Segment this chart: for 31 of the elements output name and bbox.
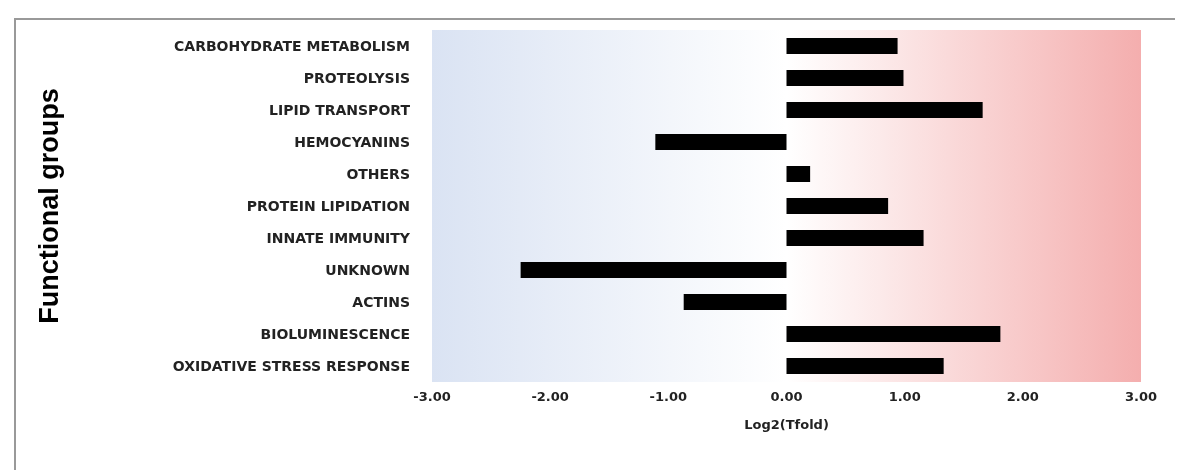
x-tick-label: 2.00 [1006, 389, 1039, 404]
y-tick-label: BIOLUMINESCENCE [260, 326, 410, 342]
x-tick-label: 3.00 [1124, 389, 1158, 404]
y-tick-label: LIPID TRANSPORT [269, 102, 411, 118]
bar [655, 134, 787, 150]
bar [786, 358, 944, 374]
bar [786, 166, 811, 182]
y-axis-title: Functional groups [33, 88, 64, 324]
x-tick-label: 1.00 [888, 389, 921, 404]
x-tick-label: -2.00 [531, 389, 569, 404]
bar [786, 198, 889, 214]
bar [786, 230, 924, 246]
bar [520, 262, 787, 278]
y-tick-label: ACTINS [352, 294, 410, 310]
y-tick-label: OXIDATIVE STRESS RESPONSE [172, 358, 410, 374]
y-tick-label: INNATE IMMUNITY [266, 230, 411, 246]
bar [786, 102, 983, 118]
bar [786, 38, 898, 54]
x-axis-title: Log2(Tfold) [744, 417, 829, 432]
y-tick-label: HEMOCYANINS [294, 134, 410, 150]
y-tick-label: CARBOHYDRATE METABOLISM [174, 38, 410, 54]
x-tick-label: -3.00 [413, 389, 451, 404]
y-tick-label: PROTEOLYSIS [303, 70, 410, 86]
x-tick-label: 0.00 [770, 389, 803, 404]
y-tick-label: PROTEIN LIPIDATION [246, 198, 410, 214]
bar [683, 294, 787, 310]
bar [786, 326, 1001, 342]
x-tick-label: -1.00 [649, 389, 688, 404]
y-tick-label: UNKNOWN [325, 262, 410, 278]
y-tick-label: OTHERS [346, 166, 410, 182]
bar [786, 70, 904, 86]
